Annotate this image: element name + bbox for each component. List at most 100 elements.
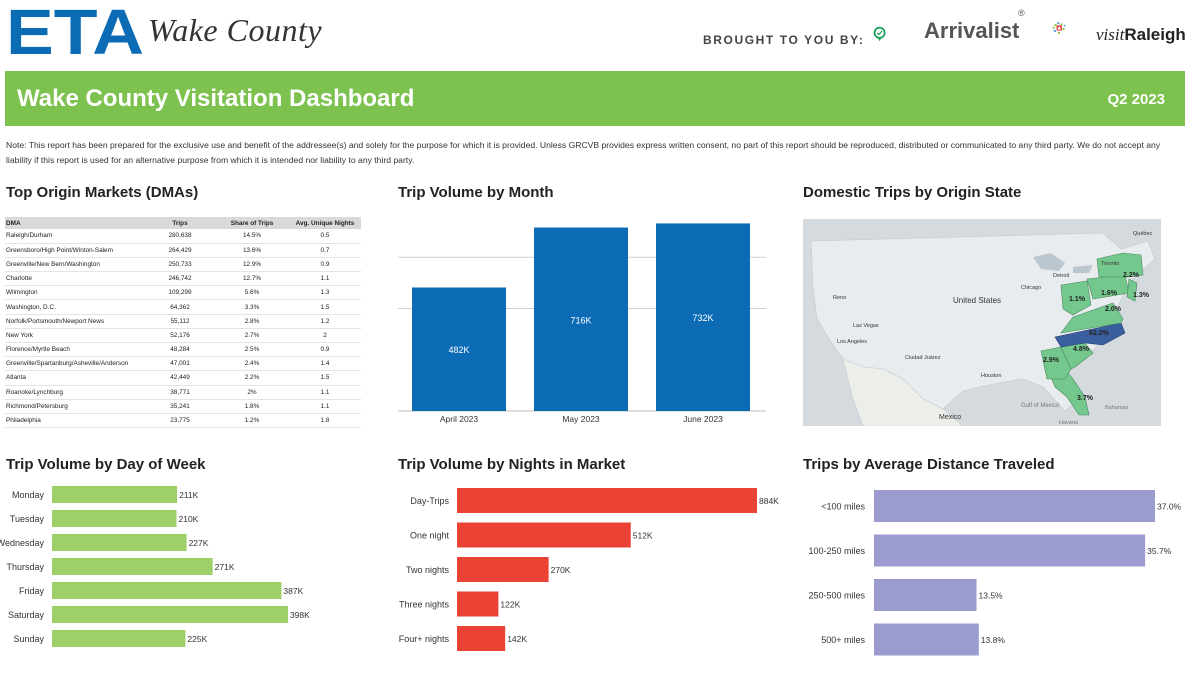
share-cell: 14.5% bbox=[215, 229, 289, 244]
share-cell: 5.6% bbox=[215, 285, 289, 301]
eta-subtitle: Wake County bbox=[148, 12, 323, 48]
dma-table-row: Raleigh/Durham 280,638 14.5% 0.5 bbox=[5, 229, 361, 244]
month-bar-label: 732K bbox=[692, 313, 713, 323]
arrivalist-logo-icon bbox=[873, 26, 886, 42]
share-col-header: Share of Trips bbox=[215, 217, 289, 229]
nights-cell: 1.4 bbox=[289, 356, 361, 372]
month-bar bbox=[412, 287, 506, 411]
share-cell: 13.6% bbox=[215, 243, 289, 258]
trips-cell: 38,771 bbox=[145, 385, 215, 400]
map-label-mexico: Mexico bbox=[939, 414, 961, 421]
nights-value-label: 122K bbox=[500, 600, 520, 610]
nights-bar bbox=[457, 488, 757, 513]
state-ny-value: 2.2% bbox=[1123, 272, 1140, 279]
map-label-houston: Houston bbox=[981, 373, 1002, 379]
month-category-label: April 2023 bbox=[440, 414, 479, 424]
map-label-ciudad: Ciudad Juárez bbox=[905, 355, 941, 361]
trips-cell: 109,299 bbox=[145, 285, 215, 301]
trips-cell: 42,449 bbox=[145, 370, 215, 386]
dma-name-cell: Richmond/Petersburg bbox=[5, 399, 145, 414]
dma-name-cell: Roanoke/Lynchburg bbox=[5, 385, 145, 400]
dow-category-label: Thursday bbox=[6, 562, 44, 572]
dma-name-cell: Charlotte bbox=[5, 271, 145, 287]
dashboard-title: Wake County Visitation Dashboard bbox=[17, 85, 415, 112]
share-cell: 1.8% bbox=[215, 399, 289, 414]
nights-bar bbox=[457, 626, 506, 651]
nights-cell: 1.1 bbox=[289, 271, 361, 287]
dow-category-label: Friday bbox=[19, 586, 45, 596]
nights-bar bbox=[457, 591, 499, 617]
map-label-bahamas: Bahamas bbox=[1105, 405, 1128, 411]
trips-cell: 35,241 bbox=[145, 399, 215, 414]
nights-cell: 2 bbox=[289, 328, 361, 344]
trips-cell: 246,742 bbox=[145, 271, 215, 287]
distance-value-label: 37.0% bbox=[1157, 502, 1182, 512]
dma-name-cell: Atlanta bbox=[5, 370, 145, 386]
nights-value-label: 512K bbox=[633, 531, 653, 541]
dma-table-row: Washington, D.C. 64,362 3.3% 1.5 bbox=[5, 299, 361, 315]
dma-table-row: Norfolk/Portsmouth/Newport News 55,112 2.8… bbox=[5, 314, 361, 329]
dma-name-cell: Greenville/New Bern/Washington bbox=[5, 257, 145, 273]
trips-cell: 23,775 bbox=[145, 413, 215, 429]
nights-cell: 0.5 bbox=[289, 229, 361, 244]
quarter-label: Q2 2023 bbox=[1107, 91, 1165, 108]
dma-name-cell: Philadelphia bbox=[5, 413, 145, 429]
month-bar-label: 482K bbox=[448, 345, 469, 355]
title-banner: Wake County Visitation Dashboard Q2 2023 bbox=[5, 71, 1185, 126]
trips-cell: 64,362 bbox=[145, 299, 215, 315]
dow-value-label: 271K bbox=[215, 562, 235, 572]
brought-by-label: BROUGHT TO YOU BY: bbox=[703, 33, 865, 47]
map-label-reno: Reno bbox=[833, 295, 846, 301]
dow-value-label: 387K bbox=[283, 586, 303, 596]
share-cell: 2.7% bbox=[215, 328, 289, 344]
map-label-lasvegas: Las Vegas bbox=[853, 323, 879, 329]
dma-table-row: Greenville/New Bern/Washington 250,733 12.… bbox=[5, 257, 361, 273]
dow-value-label: 398K bbox=[290, 610, 310, 620]
dma-table-header: DMA Trips Share of Trips Avg. Unique Nig… bbox=[5, 217, 361, 229]
dow-value-label: 227K bbox=[189, 538, 209, 548]
nights-cell: 0.9 bbox=[289, 257, 361, 273]
dow-bar bbox=[52, 558, 213, 575]
nights-bar bbox=[457, 557, 549, 582]
state-va bbox=[1060, 302, 1124, 334]
lake-erie bbox=[1073, 265, 1093, 273]
dma-table-row: Greensboro/High Point/Winton-Salem 264,42… bbox=[5, 243, 361, 258]
great-lakes bbox=[1033, 253, 1065, 271]
map-label-chicago: Chicago bbox=[1021, 285, 1041, 291]
map-title: Domestic Trips by Origin State bbox=[803, 184, 1022, 201]
eta-logo: ETA bbox=[6, 4, 144, 56]
dma-name-cell: Wilmington bbox=[5, 285, 145, 301]
map-label-quebec: Québec bbox=[1133, 231, 1153, 237]
dma-table-row: Charlotte 246,742 12.7% 1.1 bbox=[5, 271, 361, 287]
dma-name-cell: Norfolk/Portsmouth/Newport News bbox=[5, 314, 145, 329]
dow-category-label: Wednesday bbox=[0, 538, 44, 548]
trips-cell: 55,112 bbox=[145, 314, 215, 329]
month-bar bbox=[656, 223, 750, 411]
trips-cell: 250,733 bbox=[145, 257, 215, 273]
dow-category-label: Monday bbox=[12, 490, 45, 500]
dow-bar bbox=[52, 510, 177, 527]
nights-value-label: 884K bbox=[759, 496, 779, 506]
dow-category-label: Tuesday bbox=[10, 514, 45, 524]
distance-category-label: <100 miles bbox=[821, 502, 865, 512]
month-chart-title: Trip Volume by Month bbox=[398, 184, 554, 201]
nights-cell: 1.2 bbox=[289, 314, 361, 329]
map-label-detroit: Detroit bbox=[1053, 273, 1070, 279]
dow-value-label: 211K bbox=[179, 490, 199, 500]
distance-bar bbox=[874, 534, 1146, 567]
nights-chart: Day-Trips 884K One night 512K Two nights 270K… bbox=[399, 488, 779, 651]
dma-table-row: New York 52,176 2.7% 2 bbox=[5, 328, 361, 344]
state-pa-value: 1.6% bbox=[1101, 290, 1118, 297]
state-ny bbox=[1096, 252, 1144, 278]
map-label-us: United States bbox=[953, 296, 1001, 305]
nights-category-label: Day-Trips bbox=[410, 496, 449, 506]
distance-category-label: 500+ miles bbox=[821, 635, 865, 645]
month-chart: 482K April 2023 716K May 2023 732K June 2023 bbox=[398, 223, 766, 424]
month-bar bbox=[534, 227, 628, 411]
map-label-la: Los Angeles bbox=[837, 339, 867, 345]
nights-cell: 1.3 bbox=[289, 285, 361, 301]
arrivalist-registered-mark: ® bbox=[1018, 8, 1025, 18]
dow-bar bbox=[52, 534, 187, 551]
month-bar-label: 716K bbox=[570, 315, 591, 325]
visit-city: Raleigh bbox=[1124, 25, 1186, 44]
